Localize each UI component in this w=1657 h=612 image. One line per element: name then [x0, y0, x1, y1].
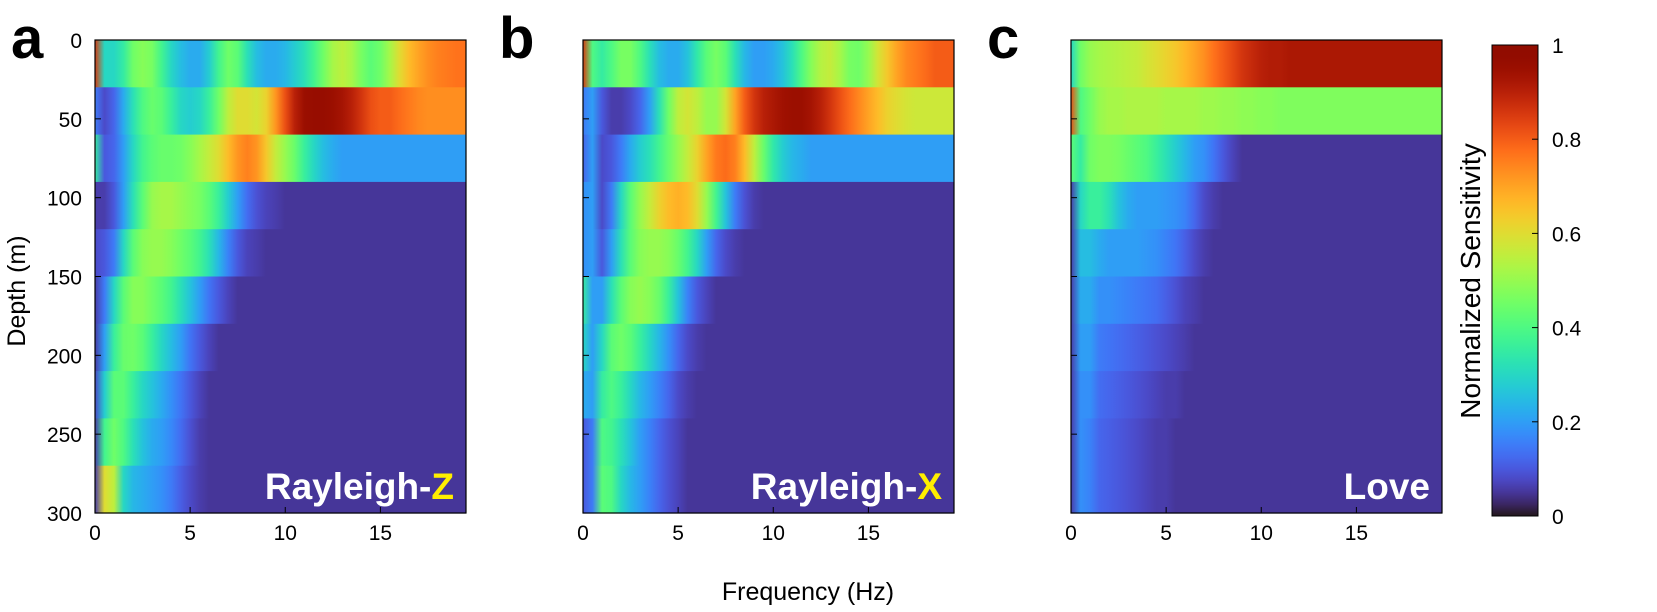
colorbar-tick-label: 0.2 [1552, 412, 1581, 435]
x-tick-label: 15 [857, 522, 880, 545]
heatmap-row-a-3 [95, 134, 466, 183]
heatmap-row-a-5 [95, 229, 466, 278]
heatmap-row-a-2 [95, 87, 466, 136]
heatmap-row-b-2 [583, 87, 954, 136]
heatmap-row-b-4 [583, 181, 954, 230]
x-tick-label: 15 [1345, 522, 1368, 545]
heatmap-row-a-8 [95, 371, 466, 419]
heatmap-row-a-7 [95, 323, 466, 372]
x-tick-label: 5 [1160, 522, 1172, 545]
x-tick-label: 0 [1065, 522, 1077, 545]
heatmap-row-b-9 [583, 418, 954, 467]
heatmap-row-a-4 [95, 181, 466, 230]
x-tick-label: 10 [762, 522, 785, 545]
y-tick-label: 0 [70, 30, 82, 53]
heatmap-row-b-5 [583, 229, 954, 278]
heatmap-row-c-1 [1071, 40, 1442, 88]
heatmap-row-a-1 [95, 40, 466, 88]
colorbar: 0 0.2 0.4 0.6 0.8 1 Normalized Sensitivity [1455, 35, 1582, 529]
y-tick-label: 200 [47, 345, 82, 368]
panel-letter: c [987, 6, 1019, 71]
colorbar-gradient [1491, 44, 1539, 517]
colorbar-tick-label: 0.6 [1552, 223, 1581, 246]
heatmap-row-c-5 [1071, 229, 1442, 278]
heatmap-row-b-10 [583, 465, 954, 514]
panel-letter: a [11, 6, 44, 71]
colorbar-tick-label: 0.8 [1552, 129, 1581, 152]
heatmap-row-a-6 [95, 276, 466, 325]
y-tick-label: 100 [47, 188, 82, 211]
y-tick-label: 250 [47, 424, 82, 447]
x-tick-label: 5 [672, 522, 684, 545]
heatmap-row-b-7 [583, 323, 954, 372]
y-tick-label: 300 [47, 503, 82, 526]
x-tick-label: 0 [89, 522, 101, 545]
heatmap-row-c-7 [1071, 323, 1442, 372]
heatmap-row-c-10 [1071, 465, 1442, 514]
panel-letter: b [499, 6, 534, 71]
heatmap-row-c-3 [1071, 134, 1442, 183]
heatmap-row-a-9 [95, 418, 466, 467]
heatmap-row-c-4 [1071, 181, 1442, 230]
x-tick-label: 15 [369, 522, 392, 545]
heatmap-row-c-6 [1071, 276, 1442, 325]
heatmap-row-c-9 [1071, 418, 1442, 467]
heatmap-row-b-6 [583, 276, 954, 325]
x-tick-label: 10 [1250, 522, 1273, 545]
colorbar-tick-label: 0.4 [1552, 318, 1582, 341]
heatmap-row-a-10 [95, 465, 466, 514]
panel-b: 0 5 10 15 b Rayleigh-X [499, 6, 955, 545]
heatmap-row-c-2 [1071, 87, 1442, 136]
x-tick-label: 0 [577, 522, 589, 545]
heatmap-row-b-8 [583, 371, 954, 419]
y-tick-label: 50 [59, 109, 82, 132]
x-axis-label: Frequency (Hz) [722, 578, 894, 606]
x-tick-label: 5 [184, 522, 196, 545]
y-tick-label: 150 [47, 267, 82, 290]
heatmap-row-b-1 [583, 40, 954, 88]
colorbar-tick-label: 0 [1552, 506, 1564, 529]
heatmap-row-c-8 [1071, 371, 1442, 419]
y-axis-label: Depth (m) [3, 235, 31, 346]
panel-wave-label: Rayleigh-Z [265, 466, 454, 507]
colorbar-tick-label: 1 [1552, 35, 1564, 58]
panel-c: 0 5 10 15 c Love [987, 6, 1443, 545]
colorbar-label: Normalized Sensitivity [1455, 143, 1486, 418]
heatmap-row-b-3 [583, 134, 954, 183]
panel-wave-label: Love [1344, 466, 1430, 507]
panel-wave-label: Rayleigh-X [751, 466, 943, 507]
x-tick-label: 10 [274, 522, 297, 545]
